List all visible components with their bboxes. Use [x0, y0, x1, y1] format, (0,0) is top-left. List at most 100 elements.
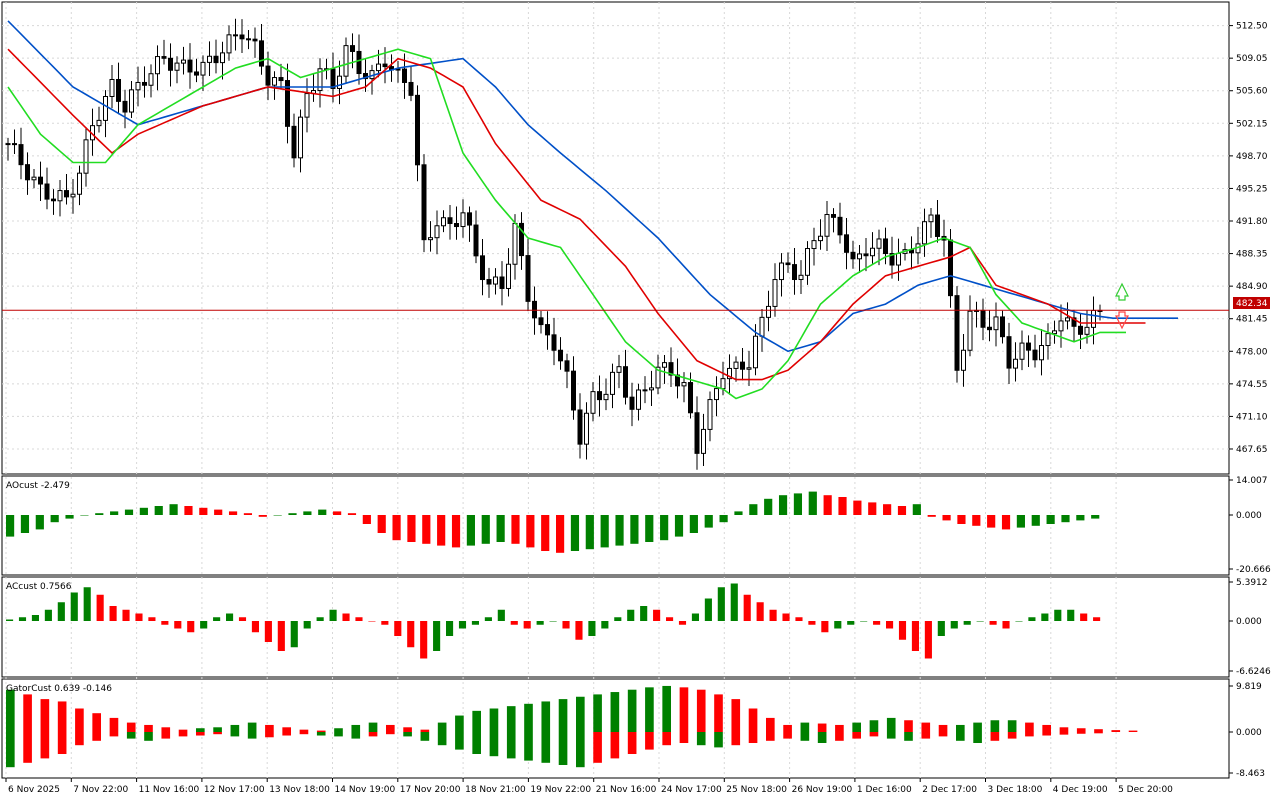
ao-tick-label: 0.000	[1236, 511, 1262, 521]
ao-bar	[987, 515, 996, 528]
candle	[233, 34, 238, 37]
price-tick-label: 478.00	[1236, 347, 1268, 357]
ac-bar	[924, 621, 932, 659]
candle	[798, 274, 804, 281]
gator-lower-bar	[1007, 732, 1017, 739]
ao-bar	[1061, 515, 1070, 523]
ac-bar	[911, 621, 919, 651]
candle	[662, 362, 667, 368]
ao-bar	[838, 497, 847, 515]
ao-indicator-pane[interactable]	[6, 491, 1100, 553]
candle	[1084, 326, 1090, 335]
candle	[402, 68, 407, 83]
ac-bar	[989, 621, 997, 625]
candle	[434, 225, 440, 239]
ao-bar	[422, 515, 431, 544]
gator-lower-bar	[817, 732, 827, 743]
ac-bar	[342, 613, 350, 621]
candle	[395, 68, 401, 71]
candle	[688, 382, 693, 414]
candle	[720, 378, 726, 390]
candle	[590, 391, 596, 414]
candle	[363, 73, 368, 80]
ac-bar	[963, 621, 971, 625]
candle	[1006, 336, 1012, 369]
candle	[83, 139, 89, 174]
gator-lower-bar	[247, 732, 257, 739]
gator-upper-bar	[593, 694, 602, 732]
ac-bar	[6, 619, 14, 621]
ac-bar	[44, 609, 52, 621]
gator-lower-bar	[57, 732, 67, 754]
gator-upper-bar	[368, 722, 378, 732]
candle	[694, 412, 700, 454]
candle	[31, 176, 37, 181]
ac-bar	[484, 617, 492, 621]
ac-bar	[1054, 609, 1062, 621]
ao-bar	[347, 513, 357, 515]
ac-indicator-pane[interactable]	[6, 583, 1101, 659]
candle	[135, 81, 141, 91]
candle	[584, 412, 589, 445]
gator-upper-bar	[800, 722, 810, 732]
ao-bar	[377, 515, 386, 533]
ac-bar	[976, 621, 984, 622]
candle	[467, 212, 472, 226]
gator-lower-bar	[334, 732, 343, 737]
candle	[538, 317, 544, 326]
candle	[993, 316, 999, 331]
candle	[818, 235, 823, 242]
current-price-badge	[1233, 297, 1270, 309]
ao-bar	[362, 515, 371, 524]
gator-upper-bar	[282, 727, 291, 732]
candle	[57, 190, 63, 202]
price-tick-label: 512.50	[1236, 22, 1268, 32]
candle	[668, 362, 674, 376]
candle	[330, 68, 336, 89]
gator-lower-bar	[904, 732, 913, 741]
main-price-pane[interactable]	[2, 18, 1229, 470]
gator-upper-bar	[558, 699, 568, 732]
ac-bar	[873, 621, 881, 625]
ac-bar	[575, 621, 583, 640]
ac-bar	[756, 602, 764, 621]
ao-bar	[793, 493, 803, 515]
ac-bar	[886, 621, 894, 629]
gator-upper-bar	[973, 722, 982, 732]
gator-upper-bar	[524, 703, 533, 732]
time-tick-label: 12 Nov 17:00	[204, 785, 265, 795]
candle	[928, 214, 934, 223]
candle	[129, 89, 134, 113]
gator-upper-bar	[23, 694, 32, 732]
gator-upper-bar	[679, 687, 689, 732]
candle	[298, 116, 303, 159]
candle	[551, 334, 557, 351]
gator-upper-bar	[57, 701, 67, 732]
candle	[961, 349, 966, 371]
candle	[382, 63, 388, 68]
pane-frame-main	[1, 1, 1230, 475]
candle	[1052, 330, 1057, 335]
ac-bar	[1028, 617, 1036, 621]
candle	[519, 222, 524, 257]
gator-upper-bar	[472, 710, 481, 732]
candle	[987, 326, 992, 331]
candle	[70, 193, 76, 198]
gator-indicator-pane[interactable]	[6, 685, 1138, 768]
ac-bar	[1015, 621, 1023, 622]
time-tick-label: 5 Dec 20:00	[1118, 785, 1173, 795]
buy-arrow-icon	[1115, 282, 1129, 301]
candle	[837, 216, 843, 236]
ao-bar	[35, 515, 44, 530]
gator-lower-bar	[386, 732, 395, 735]
ac-bar	[950, 621, 958, 629]
gator-lower-bar	[230, 732, 240, 737]
gator-upper-bar	[334, 728, 343, 732]
ac-bar	[277, 621, 285, 651]
ao-bar	[942, 515, 951, 521]
candle	[1000, 316, 1005, 338]
ao-bar	[199, 507, 208, 515]
time-tick-label: 21 Nov 16:00	[596, 785, 657, 795]
gator-upper-bar	[1059, 727, 1069, 732]
